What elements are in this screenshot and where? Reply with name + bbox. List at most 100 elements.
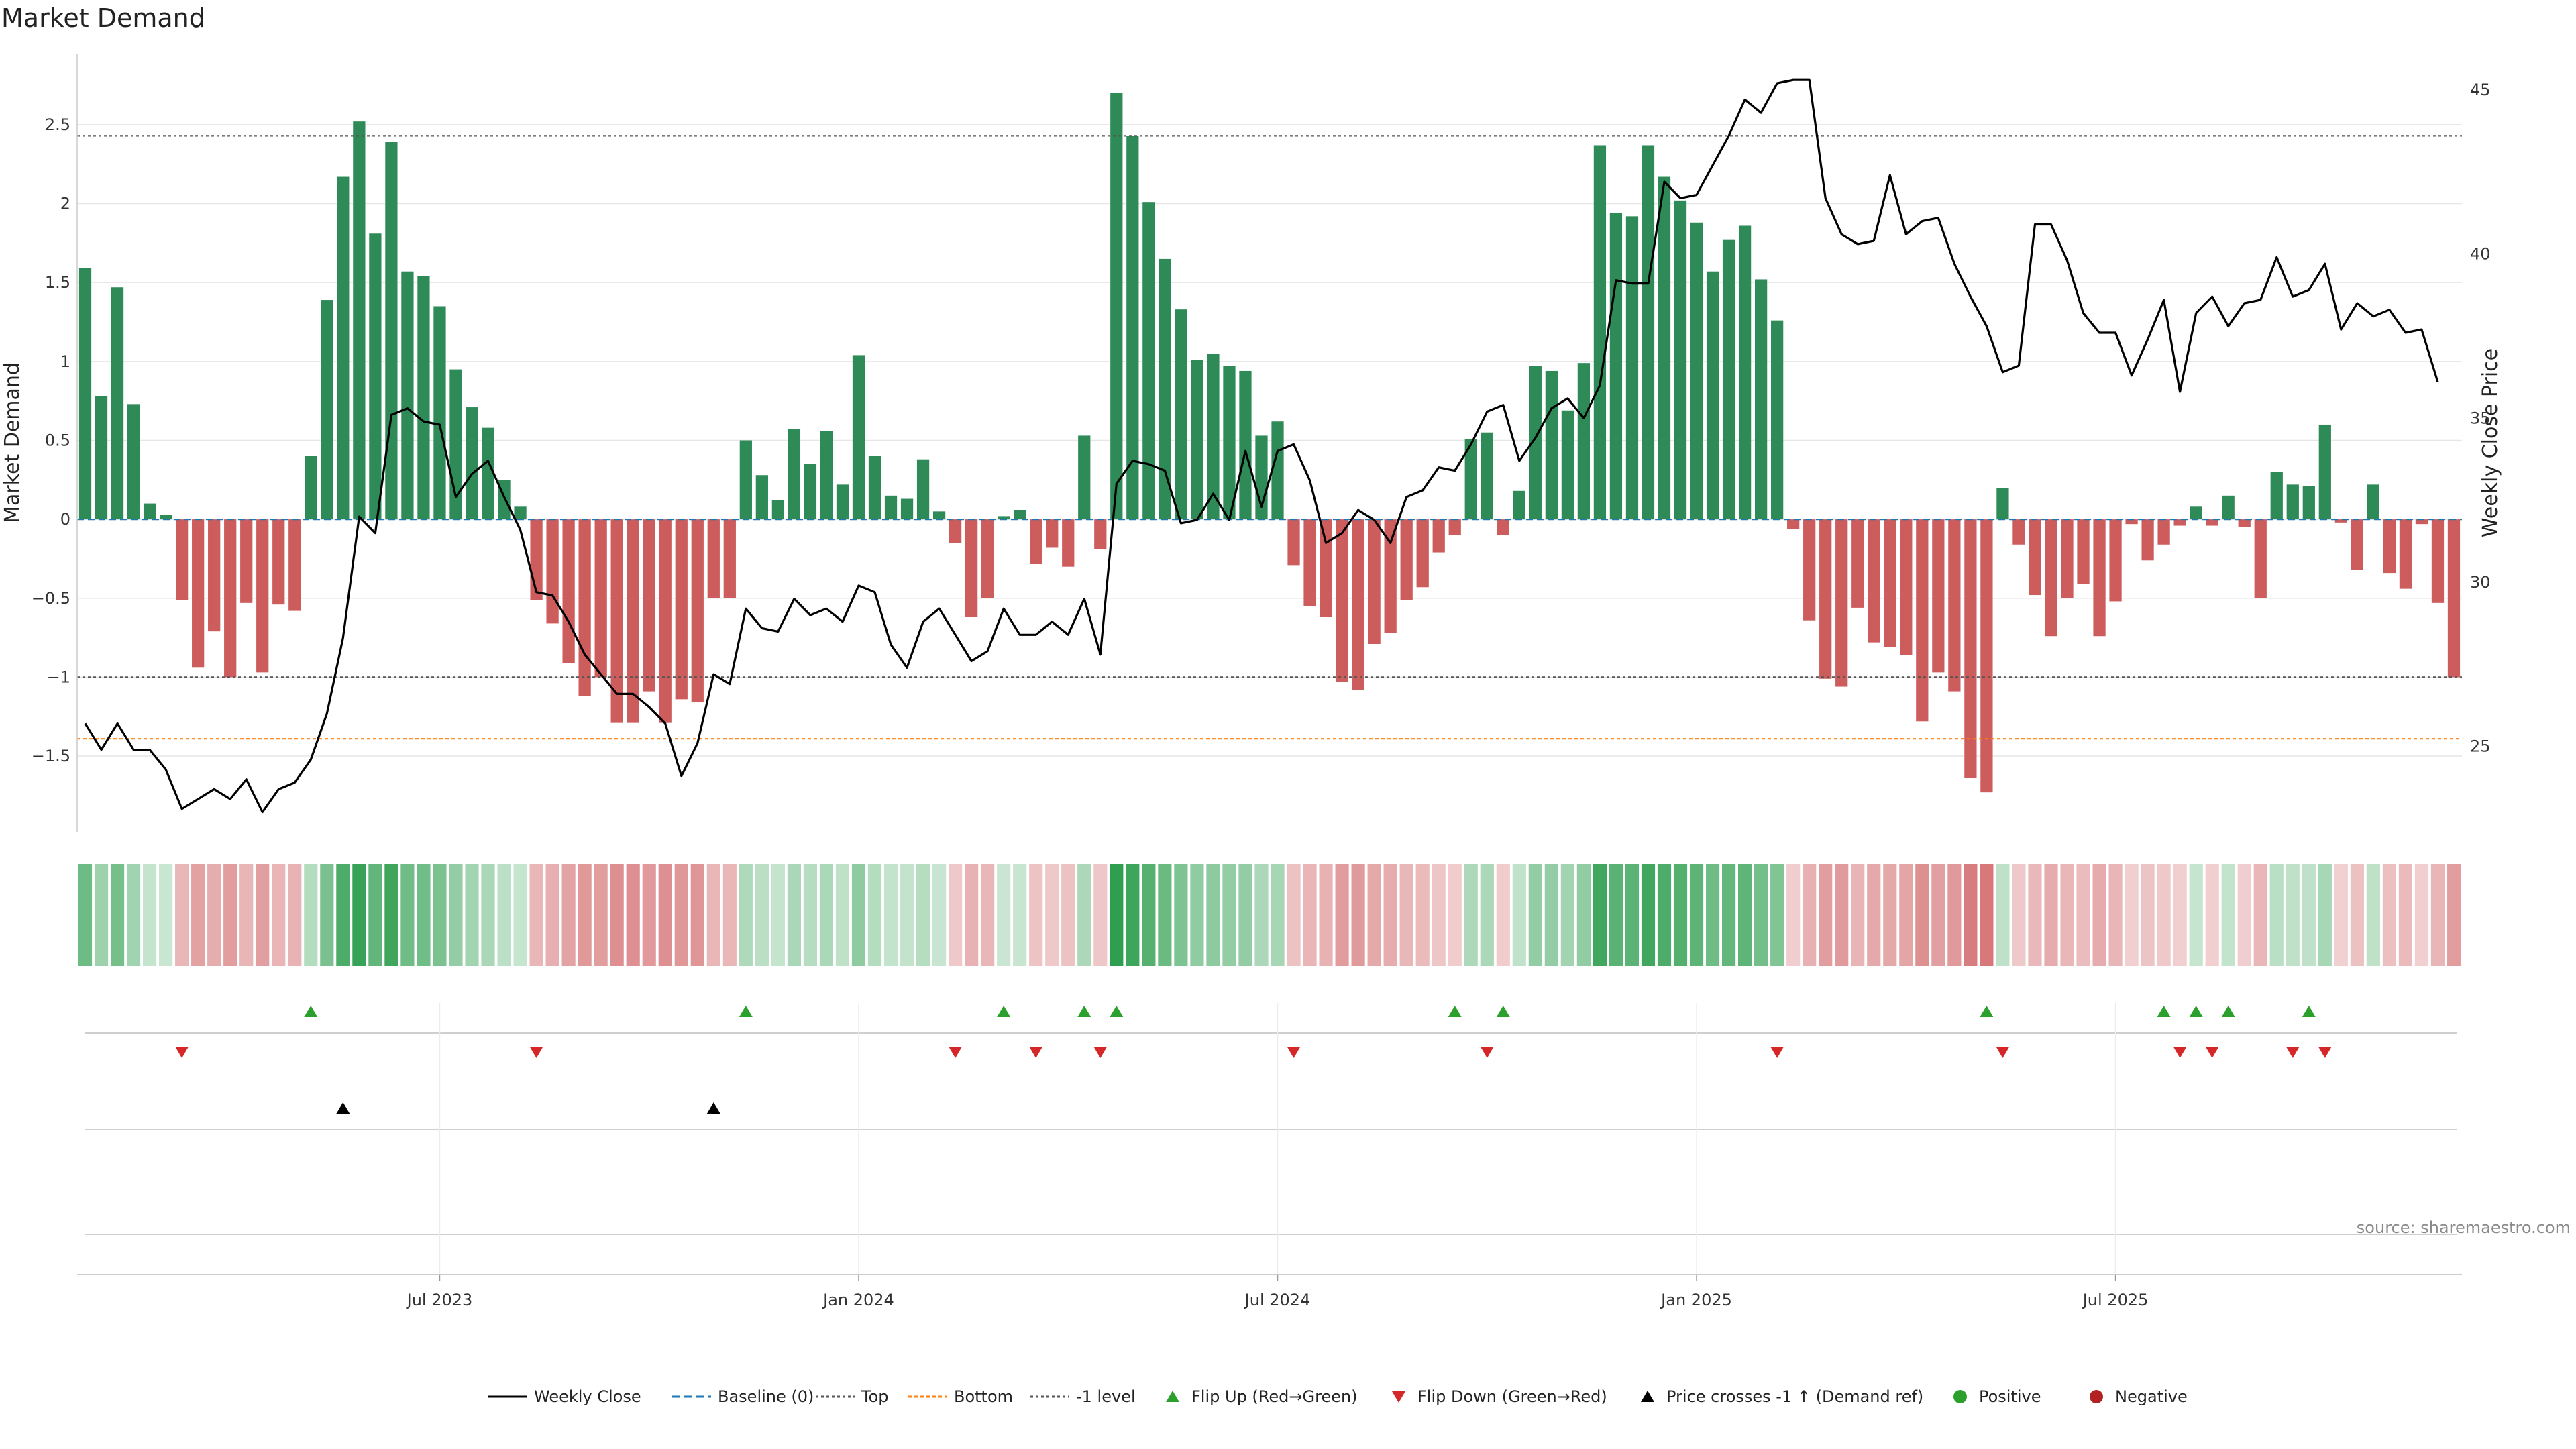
demand-bar-positive [1674, 200, 1687, 520]
heat-cell [932, 864, 947, 966]
demand-bar-positive [739, 440, 752, 520]
heat-cell [949, 864, 963, 966]
y-axis-label: Market Demand [1, 362, 24, 523]
demand-bar-negative [981, 519, 994, 598]
demand-bar-positive [771, 500, 785, 520]
heat-cell [94, 864, 109, 966]
heat-cell [1915, 864, 1929, 966]
heat-cell [2414, 864, 2429, 966]
heat-cell [2157, 864, 2171, 966]
x-tick-label: Jan 2024 [822, 1291, 894, 1309]
heat-cell [2221, 864, 2235, 966]
heat-cell [1206, 864, 1220, 966]
x-tick-label: Jul 2023 [406, 1291, 473, 1309]
heat-cell [916, 864, 930, 966]
demand-bar-negative [1497, 519, 1509, 535]
heat-cell [2253, 864, 2267, 966]
demand-bar-positive [321, 300, 333, 520]
heat-cell [2028, 864, 2042, 966]
heat-cell [191, 864, 205, 966]
demand-bar-negative [1062, 519, 1075, 567]
demand-bar-negative [643, 519, 655, 692]
heat-cell [320, 864, 334, 966]
demand-bar-positive [1642, 145, 1655, 520]
x-tick-label: Jan 2025 [1660, 1291, 1732, 1309]
heat-cell [642, 864, 656, 966]
flip-down-marker [949, 1046, 963, 1058]
demand-bar-negative [192, 519, 205, 668]
heat-cell [2334, 864, 2348, 966]
y2-tick-label: 40 [2470, 245, 2491, 264]
heat-cell [2205, 864, 2219, 966]
heat-cell [1947, 864, 1962, 966]
demand-bar-negative [1094, 519, 1107, 549]
heat-cell [1835, 864, 1849, 966]
heat-cell [433, 864, 447, 966]
demand-bar-positive [1159, 258, 1171, 520]
legend-swatch [2090, 1390, 2103, 1403]
heat-cell [1448, 864, 1462, 966]
heat-cell [1593, 864, 1607, 966]
flip-up-marker [2221, 1006, 2235, 1017]
heat-cell [2269, 864, 2284, 966]
heat-cell [787, 864, 801, 966]
heat-cell [78, 864, 93, 966]
demand-bar-negative [1900, 519, 1913, 655]
legend-swatch [1953, 1390, 1967, 1403]
legend-label: Top [861, 1387, 889, 1406]
demand-bar-negative [707, 519, 720, 598]
heat-cell [1271, 864, 1285, 966]
demand-bar-positive [900, 498, 914, 520]
heat-cell [465, 864, 479, 966]
demand-bar-positive [1223, 366, 1236, 520]
price-cross-marker [706, 1102, 720, 1114]
demand-bar-positive [884, 495, 898, 520]
demand-bar-negative [2077, 519, 2090, 584]
demand-heat-strip [78, 864, 2461, 966]
heat-cell [1415, 864, 1430, 966]
heat-cell [159, 864, 173, 966]
flip-down-marker [1770, 1046, 1784, 1058]
demand-bar-positive [143, 503, 156, 520]
heat-cell [2012, 864, 2026, 966]
demand-bar-negative [1368, 519, 1381, 644]
demand-bar-positive [482, 427, 494, 520]
flip-down-marker [2318, 1046, 2332, 1058]
heat-cell [449, 864, 463, 966]
demand-bar-positive [1175, 309, 1187, 520]
demand-bar-positive [916, 459, 930, 520]
heat-cell [690, 864, 704, 966]
flip-up-marker [997, 1006, 1011, 1017]
demand-bar-negative [256, 519, 269, 673]
flip-up-marker [1496, 1006, 1510, 1017]
y2-tick-label: 45 [2470, 80, 2491, 99]
y2-tick-label: 35 [2470, 409, 2491, 427]
heat-cell [1045, 864, 1059, 966]
heat-cell [529, 864, 543, 966]
heat-cell [626, 864, 640, 966]
heat-cell [400, 864, 415, 966]
heat-cell [1367, 864, 1381, 966]
flip-up-marker [304, 1006, 318, 1017]
demand-bar-negative [1980, 519, 1993, 793]
heat-cell [1383, 864, 1397, 966]
heat-cell [1576, 864, 1591, 966]
demand-bar-negative [659, 519, 672, 723]
demand-bar-positive [2367, 484, 2380, 520]
heat-cell [2076, 864, 2090, 966]
demand-bar-negative [965, 519, 978, 617]
heat-cell [803, 864, 818, 966]
heat-cell [336, 864, 350, 966]
demand-bar-negative [2061, 519, 2074, 598]
legend-label: Positive [1979, 1387, 2041, 1406]
legend-label: Baseline (0) [718, 1387, 814, 1406]
flip-down-marker [1287, 1046, 1301, 1058]
demand-bar-positive [159, 515, 172, 520]
flip-up-marker [739, 1006, 753, 1017]
heat-cell [2398, 864, 2413, 966]
demand-bar-positive [433, 306, 446, 520]
legend: Weekly Close Baseline (0) Top Bottom -1 leve… [488, 1387, 2188, 1406]
x-tick-label: Jul 2024 [1244, 1291, 1311, 1309]
demand-bar-positive [2270, 472, 2283, 520]
